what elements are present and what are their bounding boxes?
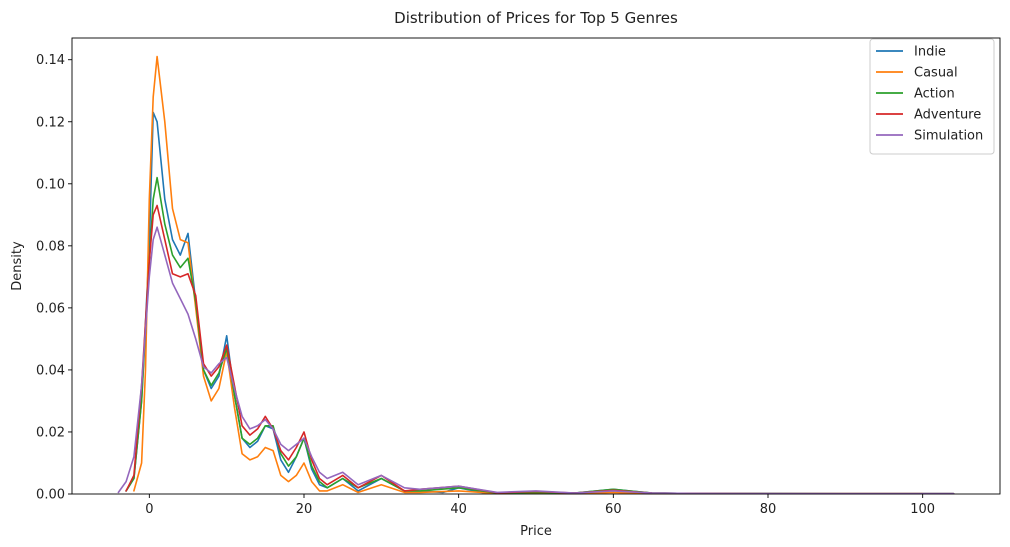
x-tick-label: 20 xyxy=(296,502,313,517)
y-axis-label: Density xyxy=(10,241,25,291)
legend-label-indie: Indie xyxy=(914,45,946,60)
plot-frame xyxy=(71,37,1001,495)
legend-box xyxy=(869,38,995,155)
x-tick-label: 60 xyxy=(605,502,622,517)
legend-label-adventure: Adventure xyxy=(914,108,981,123)
y-tick-label: 0.00 xyxy=(36,488,65,503)
legend-label-action: Action xyxy=(914,87,955,102)
y-tick-label: 0.10 xyxy=(36,177,65,192)
legend-label-casual: Casual xyxy=(914,66,958,81)
legend: Indie Casual Action Adventure Simulation xyxy=(869,38,995,155)
y-tick-label: 0.08 xyxy=(36,239,65,254)
axes: 0 20 40 60 80 100 0.00 0.02 0.04 0.06 0.08 0.10 0.12… xyxy=(36,37,1001,517)
x-axis-label: Price xyxy=(520,524,552,539)
plot-lines xyxy=(117,55,955,495)
x-tick-label: 40 xyxy=(450,502,467,517)
series-line-simulation xyxy=(117,226,955,495)
y-tick-label: 0.12 xyxy=(36,115,65,130)
x-tick-label: 80 xyxy=(760,502,777,517)
chart-title: Distribution of Prices for Top 5 Genres xyxy=(394,9,678,27)
x-tick-label: 0 xyxy=(145,502,153,517)
x-tick-label: 100 xyxy=(910,502,935,517)
y-tick-label: 0.02 xyxy=(36,425,65,440)
y-tick-label: 0.14 xyxy=(36,53,65,68)
y-tick-label: 0.06 xyxy=(36,301,65,316)
legend-label-simulation: Simulation xyxy=(914,129,983,144)
y-tick-label: 0.04 xyxy=(36,363,65,378)
